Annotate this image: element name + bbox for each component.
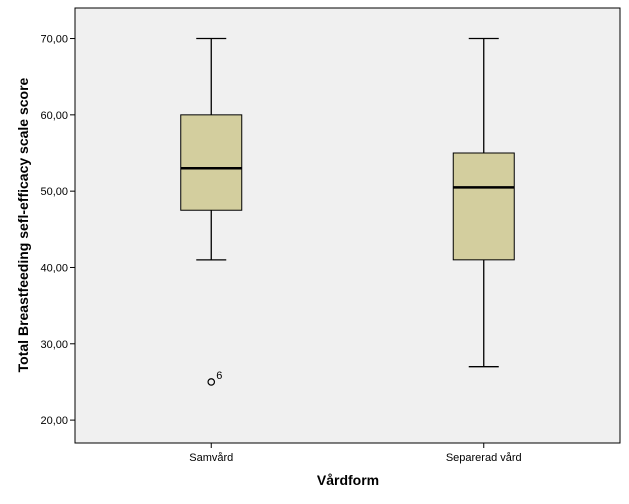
plot-area bbox=[74, 7, 621, 444]
box-iqr bbox=[180, 114, 243, 211]
y-tick-label: 70,00 bbox=[40, 34, 68, 46]
y-tick-label: 40,00 bbox=[40, 262, 68, 274]
y-tick-label: 30,00 bbox=[40, 339, 68, 351]
y-tick-label: 60,00 bbox=[40, 110, 68, 122]
y-tick-label: 50,00 bbox=[40, 186, 68, 198]
x-axis-title: Vårdform bbox=[317, 472, 379, 488]
outlier-point bbox=[207, 378, 216, 386]
y-axis: 20,00 30,00 40,00 50,00 60,00 70,00 bbox=[40, 34, 75, 427]
box-iqr bbox=[452, 152, 515, 261]
box-1 bbox=[452, 37, 515, 368]
x-tick-label: Samvård bbox=[189, 452, 233, 464]
x-axis: Samvård Separerad vård bbox=[189, 443, 522, 464]
x-tick-label: Separerad vård bbox=[446, 452, 522, 464]
boxes-group: 6 bbox=[180, 37, 515, 386]
outlier-label: 6 bbox=[216, 370, 222, 382]
y-axis-title: Total Breastfeeding sefl-efficacy scale … bbox=[15, 77, 31, 372]
box-0: 6 bbox=[180, 37, 243, 386]
y-tick-label: 20,00 bbox=[40, 415, 68, 427]
